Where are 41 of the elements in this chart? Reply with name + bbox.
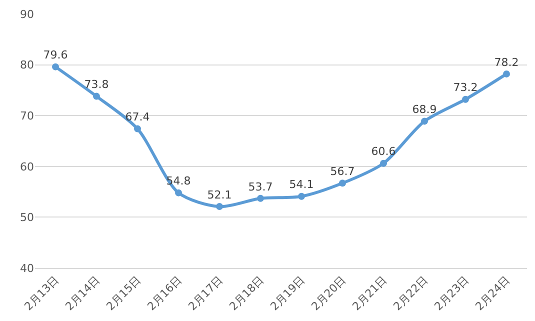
y-tick-label: 90 bbox=[20, 8, 34, 21]
x-tick-label: 2月18日 bbox=[226, 274, 267, 314]
data-label: 78.2 bbox=[494, 56, 519, 69]
point bbox=[462, 96, 469, 103]
x-tick-label: 2月21日 bbox=[350, 274, 390, 314]
point bbox=[503, 70, 510, 78]
y-tick-label: 50 bbox=[20, 211, 34, 224]
data-label: 52.1 bbox=[207, 188, 232, 202]
x-tick-label: 2月14日 bbox=[62, 274, 103, 314]
y-tick-label: 40 bbox=[20, 262, 34, 275]
point bbox=[93, 92, 100, 100]
point bbox=[298, 192, 305, 200]
point bbox=[216, 203, 223, 210]
data-label: 60.6 bbox=[371, 145, 396, 158]
data-label: 73.2 bbox=[453, 81, 478, 94]
point bbox=[257, 194, 264, 202]
x-tick-label: 2月16日 bbox=[144, 274, 185, 314]
x-tick-label: 2月19日 bbox=[268, 274, 308, 314]
point bbox=[52, 63, 59, 70]
data-label: 68.9 bbox=[412, 103, 437, 116]
point bbox=[175, 189, 182, 196]
point bbox=[134, 125, 141, 132]
data-label: 56.7 bbox=[330, 165, 355, 178]
y-tick-label: 80 bbox=[20, 58, 34, 72]
y-tick-label: 60 bbox=[20, 160, 34, 174]
x-tick-label: 2月13日 bbox=[22, 274, 62, 314]
point bbox=[421, 118, 428, 125]
y-tick-label: 70 bbox=[20, 109, 34, 122]
data-label: 67.4 bbox=[125, 110, 150, 124]
x-tick-label: 2月23日 bbox=[432, 274, 472, 314]
x-tick-label: 2月17日 bbox=[186, 274, 226, 314]
x-tick-label: 2月22日 bbox=[390, 274, 431, 314]
data-label: 73.8 bbox=[84, 78, 109, 92]
point bbox=[380, 160, 387, 167]
data-label: 79.6 bbox=[43, 48, 68, 62]
x-tick-label: 2月20日 bbox=[308, 274, 349, 314]
x-tick-label: 2月24日 bbox=[472, 274, 513, 314]
data-label: 53.7 bbox=[248, 180, 273, 194]
point bbox=[339, 180, 346, 187]
data-label: 54.1 bbox=[289, 178, 314, 192]
x-tick-label: 2月15日 bbox=[104, 274, 144, 314]
